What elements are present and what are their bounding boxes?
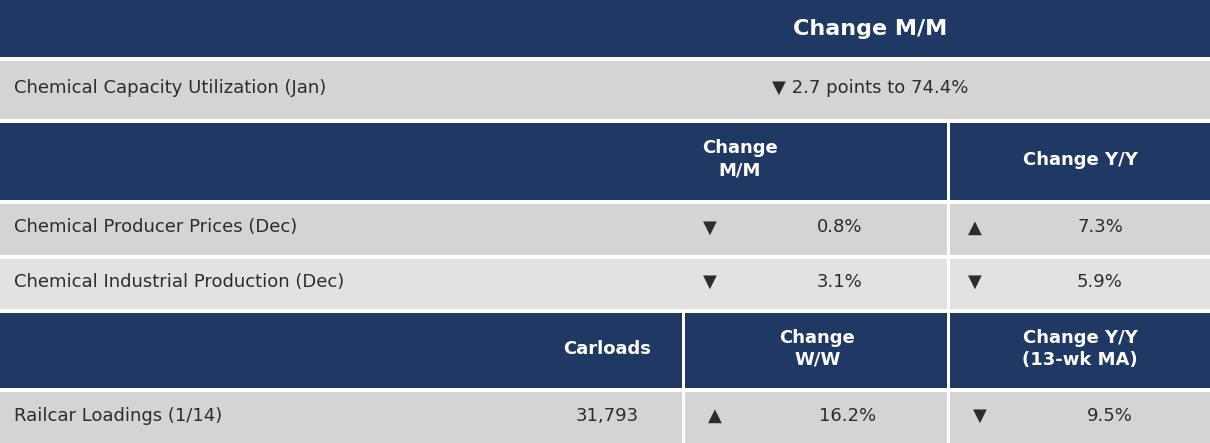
Bar	[0, 200, 1210, 204]
Bar	[950, 309, 1210, 389]
Bar	[530, 389, 685, 443]
Bar	[682, 389, 685, 443]
Text: Change Y/Y: Change Y/Y	[1022, 151, 1137, 168]
Bar	[947, 389, 950, 443]
Bar	[947, 119, 950, 200]
Bar	[685, 389, 950, 443]
Bar	[530, 309, 685, 389]
Bar	[0, 309, 1210, 313]
Bar	[947, 200, 950, 255]
Bar	[0, 119, 530, 200]
Bar	[0, 389, 530, 443]
Text: ▼: ▼	[703, 218, 718, 237]
Text: Carloads: Carloads	[564, 340, 651, 358]
Bar	[530, 0, 1210, 58]
Bar	[530, 58, 1210, 119]
Text: ▲: ▲	[708, 407, 722, 425]
Text: Change M/M: Change M/M	[793, 19, 947, 39]
Text: ▼: ▼	[703, 273, 718, 291]
Text: Change
W/W: Change W/W	[779, 329, 855, 369]
Bar	[530, 119, 950, 200]
Text: ▼: ▼	[973, 407, 987, 425]
Bar	[947, 255, 950, 309]
Text: 9.5%: 9.5%	[1087, 407, 1133, 425]
Text: ▲: ▲	[968, 218, 983, 237]
Bar	[950, 200, 1210, 255]
Bar	[0, 255, 530, 309]
Bar	[0, 119, 1210, 123]
Text: 16.2%: 16.2%	[819, 407, 876, 425]
Bar	[685, 309, 950, 389]
Text: Chemical Capacity Utilization (Jan): Chemical Capacity Utilization (Jan)	[15, 79, 327, 97]
Bar	[947, 309, 950, 389]
Text: 31,793: 31,793	[576, 407, 639, 425]
Text: 0.8%: 0.8%	[817, 218, 863, 237]
Bar	[0, 58, 530, 119]
Text: Chemical Producer Prices (Dec): Chemical Producer Prices (Dec)	[15, 218, 298, 237]
Text: 5.9%: 5.9%	[1077, 273, 1123, 291]
Text: Change Y/Y
(13-wk MA): Change Y/Y (13-wk MA)	[1022, 329, 1137, 369]
Bar	[0, 255, 1210, 259]
Bar	[0, 389, 1210, 392]
Bar	[530, 200, 950, 255]
Bar	[0, 0, 530, 58]
Bar	[0, 200, 530, 255]
Text: 3.1%: 3.1%	[817, 273, 863, 291]
Text: Chemical Industrial Production (Dec): Chemical Industrial Production (Dec)	[15, 273, 345, 291]
Text: Change
M/M: Change M/M	[702, 140, 778, 180]
Bar	[950, 255, 1210, 309]
Text: ▼: ▼	[968, 273, 983, 291]
Bar	[950, 389, 1210, 443]
Text: Railcar Loadings (1/14): Railcar Loadings (1/14)	[15, 407, 223, 425]
Bar	[0, 309, 530, 389]
Bar	[530, 255, 950, 309]
Text: ▼ 2.7 points to 74.4%: ▼ 2.7 points to 74.4%	[772, 79, 968, 97]
Text: 7.3%: 7.3%	[1077, 218, 1123, 237]
Bar	[0, 58, 1210, 62]
Bar	[950, 119, 1210, 200]
Bar	[682, 309, 685, 389]
